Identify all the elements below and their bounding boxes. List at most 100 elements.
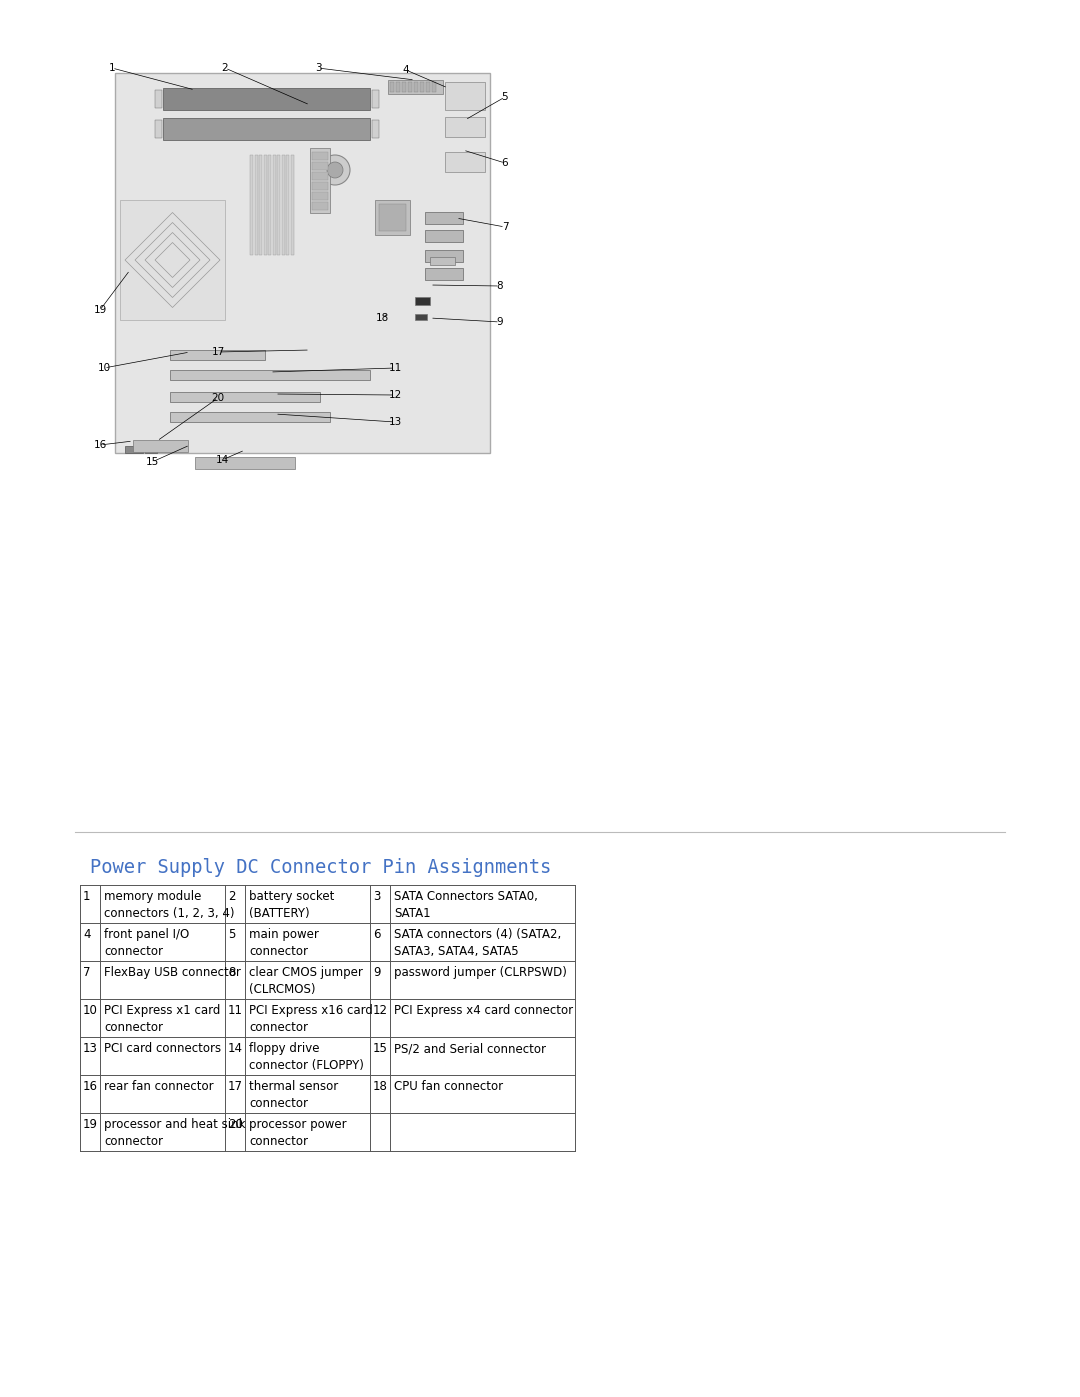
Bar [426, 82, 430, 92]
Text: 15: 15 [373, 1042, 388, 1055]
Text: 9: 9 [373, 965, 380, 979]
Bar [415, 298, 430, 305]
Text: 20: 20 [212, 393, 225, 402]
Text: 7: 7 [83, 965, 91, 979]
Text: 14: 14 [228, 1042, 243, 1055]
Text: 2: 2 [228, 890, 235, 902]
Text: 10: 10 [97, 363, 110, 373]
Text: 1: 1 [83, 890, 91, 902]
Bar [372, 89, 379, 108]
Bar [379, 204, 406, 231]
Text: 16: 16 [83, 1080, 98, 1092]
Bar [170, 370, 370, 380]
Text: thermal sensor
connector: thermal sensor connector [249, 1080, 338, 1111]
Bar [445, 82, 485, 110]
Text: 6: 6 [373, 928, 380, 942]
Text: 15: 15 [146, 457, 159, 467]
Bar [390, 82, 394, 92]
Bar [426, 268, 463, 279]
Bar [170, 412, 330, 422]
Bar [163, 88, 370, 110]
Bar [312, 191, 328, 200]
Text: 18: 18 [376, 313, 389, 323]
Bar [276, 155, 280, 256]
Bar [259, 155, 262, 256]
Text: 7: 7 [502, 222, 509, 232]
Circle shape [327, 162, 343, 177]
Bar [133, 440, 188, 453]
Text: 16: 16 [93, 440, 107, 450]
Text: processor power
connector: processor power connector [249, 1118, 347, 1148]
Text: battery socket
(BATTERY): battery socket (BATTERY) [249, 890, 335, 921]
Text: 17: 17 [228, 1080, 243, 1092]
Bar [312, 162, 328, 170]
Bar [402, 82, 406, 92]
Bar [282, 155, 284, 256]
Text: PCI Express x4 card connector: PCI Express x4 card connector [394, 1004, 573, 1017]
Bar [310, 148, 330, 212]
Bar [170, 351, 265, 360]
Bar [388, 80, 443, 94]
Bar [414, 82, 418, 92]
Bar [420, 82, 424, 92]
Bar [286, 155, 289, 256]
Text: PS/2 and Serial connector: PS/2 and Serial connector [394, 1042, 546, 1055]
Bar [312, 172, 328, 180]
Text: 6: 6 [502, 158, 509, 168]
Bar [268, 155, 271, 256]
Bar [375, 200, 410, 235]
Text: 4: 4 [83, 928, 91, 942]
Bar [408, 82, 411, 92]
Text: 13: 13 [389, 416, 402, 427]
Text: 5: 5 [228, 928, 235, 942]
Bar [264, 155, 267, 256]
Bar [114, 73, 490, 453]
Text: 5: 5 [502, 92, 509, 102]
Bar [445, 152, 485, 172]
Text: 1: 1 [109, 63, 116, 73]
Text: 18: 18 [373, 1080, 388, 1092]
Text: front panel I/O
connector: front panel I/O connector [104, 928, 189, 958]
Bar [125, 446, 143, 453]
Text: PCI Express x1 card
connector: PCI Express x1 card connector [104, 1004, 220, 1034]
Bar [163, 117, 370, 140]
Bar [415, 314, 427, 320]
Text: 17: 17 [212, 346, 225, 358]
Bar [291, 155, 294, 256]
Text: 2: 2 [221, 63, 228, 73]
Text: CPU fan connector: CPU fan connector [394, 1080, 503, 1092]
Bar [430, 257, 455, 265]
Bar [445, 117, 485, 137]
Text: floppy drive
connector (FLOPPY): floppy drive connector (FLOPPY) [249, 1042, 364, 1071]
Text: 11: 11 [228, 1004, 243, 1017]
Text: PCI Express x16 card
connector: PCI Express x16 card connector [249, 1004, 373, 1034]
Text: SATA connectors (4) (SATA2,
SATA3, SATA4, SATA5: SATA connectors (4) (SATA2, SATA3, SATA4… [394, 928, 562, 958]
Bar [156, 120, 162, 138]
Text: Power Supply DC Connector Pin Assignments: Power Supply DC Connector Pin Assignment… [90, 858, 551, 877]
Text: 3: 3 [373, 890, 380, 902]
Text: 3: 3 [314, 63, 322, 73]
Bar [432, 82, 436, 92]
Text: memory module
connectors (1, 2, 3, 4): memory module connectors (1, 2, 3, 4) [104, 890, 234, 921]
Text: 13: 13 [83, 1042, 98, 1055]
Text: 12: 12 [389, 390, 402, 400]
Bar [145, 446, 157, 453]
Bar [312, 203, 328, 210]
Bar [255, 155, 257, 256]
Bar [249, 155, 253, 256]
Text: 4: 4 [403, 66, 409, 75]
Text: 19: 19 [93, 305, 107, 314]
Text: 9: 9 [497, 317, 503, 327]
Text: 11: 11 [389, 363, 402, 373]
Bar [312, 152, 328, 161]
Text: main power
connector: main power connector [249, 928, 319, 958]
Text: rear fan connector: rear fan connector [104, 1080, 214, 1092]
Bar [372, 120, 379, 138]
Bar [156, 89, 162, 108]
Bar [272, 155, 275, 256]
Bar [426, 231, 463, 242]
Bar [426, 250, 463, 263]
Bar [396, 82, 400, 92]
Text: PCI card connectors: PCI card connectors [104, 1042, 221, 1055]
Text: processor and heat sink
connector: processor and heat sink connector [104, 1118, 245, 1148]
